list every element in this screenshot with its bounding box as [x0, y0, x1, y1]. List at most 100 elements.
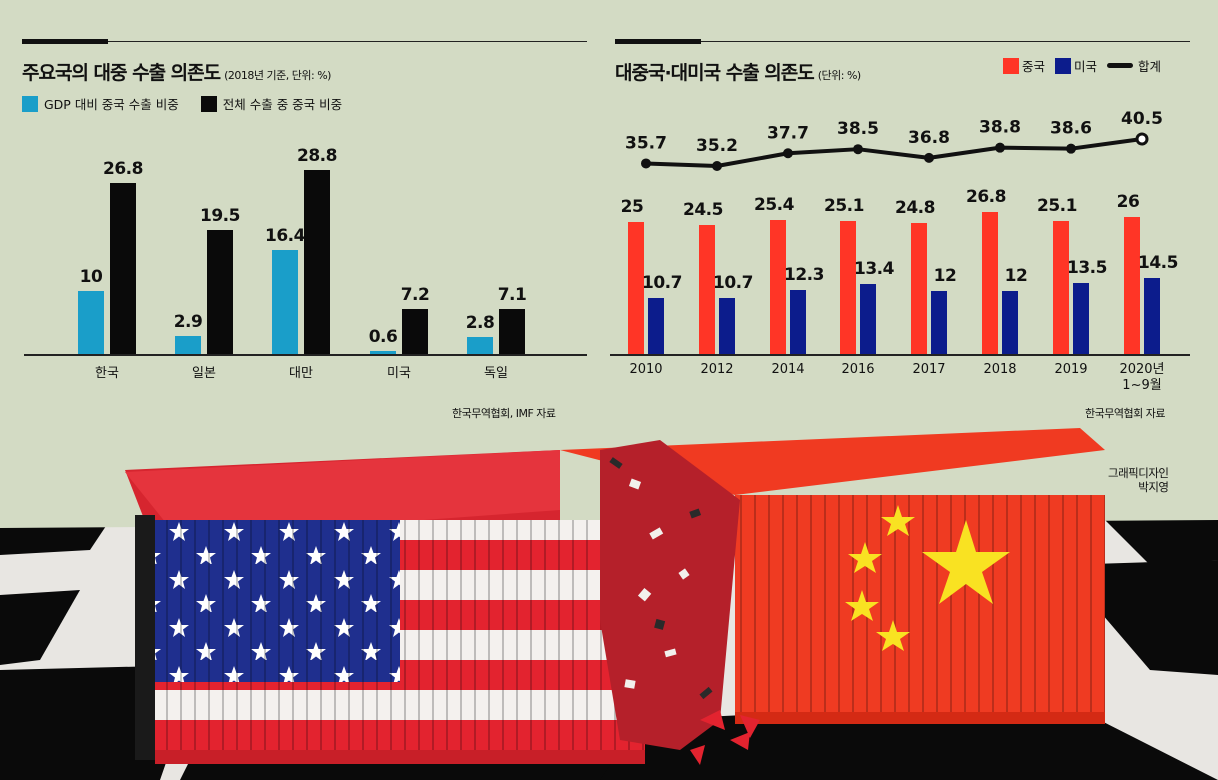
line-value-label: 37.7: [767, 123, 809, 143]
legend-item-total: 전체 수출 중 중국 비중: [200, 94, 343, 113]
line-value-label: 38.8: [979, 118, 1021, 138]
legend-swatch-navy: [1055, 57, 1072, 74]
header-rule-accent: [22, 39, 108, 44]
category-label: 한국: [95, 366, 119, 381]
right-chart-subtitle: (단위: %): [817, 69, 861, 82]
bar-value-label: 0.6: [368, 327, 398, 348]
legend-swatch-black: [200, 95, 217, 112]
trade-war-illustration: [0, 420, 1218, 780]
legend-line-icon: [1107, 63, 1134, 68]
bar-china: [1053, 221, 1069, 355]
bar-value-label: 25: [620, 197, 644, 217]
category-label: 2019: [1054, 362, 1088, 377]
legend-item-china: 중국: [1003, 56, 1045, 75]
bar-gdp: [175, 336, 201, 355]
total-line-series: 35.7 35.2 37.7 38.5 36.8 38.8 38.6 40.5: [625, 109, 1163, 171]
bar-value-label: 25.4: [754, 194, 794, 215]
bar-value-label: 25.1: [1037, 196, 1077, 217]
header-rule-accent: [615, 39, 701, 44]
left-chart-title: 주요국의 대중 수출 의존도 (2018년 기준, 단위: %): [22, 58, 331, 85]
legend-label: 미국: [1074, 59, 1098, 74]
legend-label: 합계: [1138, 59, 1162, 74]
bar-value-label: 12: [1004, 266, 1028, 287]
line-point: [1066, 143, 1076, 154]
bar-usa: [648, 298, 664, 355]
legend-label: 중국: [1022, 59, 1046, 74]
bar-total: [207, 229, 233, 355]
line-value-label: 38.6: [1050, 119, 1092, 139]
bar-china: [1124, 216, 1140, 355]
category-label: 2014: [771, 362, 805, 377]
bar-gdp: [78, 290, 104, 355]
line-value-label: 35.2: [696, 136, 738, 156]
bar-value-label: 2.8: [465, 313, 495, 334]
bar-value-label: 2.9: [173, 312, 203, 333]
header-rule: [615, 41, 1190, 42]
category-label: 독일: [484, 366, 508, 381]
line-point: [641, 158, 651, 169]
category-label: 2012: [700, 362, 734, 377]
bar-usa: [1073, 283, 1089, 355]
left-chart-source: 한국무역협회, IMF 자료: [452, 407, 556, 420]
right-chart-title: 대중국·대미국 수출 의존도 (단위: %): [615, 58, 861, 85]
bar-china: [911, 223, 927, 355]
bar-total: [499, 309, 525, 355]
category-label: 일본: [192, 366, 216, 381]
left-chart-title-text: 주요국의 대중 수출 의존도: [22, 62, 221, 84]
bar-value-label: 7.2: [400, 284, 430, 305]
bar-value-label: 14.5: [1138, 252, 1178, 273]
bar-usa: [931, 291, 947, 355]
right-chart-source: 한국무역협회 자료: [1085, 407, 1165, 420]
category-label: 대만: [289, 366, 313, 381]
bar-china: [699, 224, 715, 355]
legend-item-usa: 미국: [1055, 56, 1097, 75]
bar-gdp: [370, 351, 396, 355]
category-label: 2016: [841, 362, 875, 377]
line-point: [1135, 132, 1149, 146]
bar-usa: [719, 298, 735, 355]
header-rule: [22, 41, 587, 42]
bar-value-label: 24.5: [683, 199, 723, 220]
category-label: 2020년 1~9월: [1119, 362, 1165, 393]
category-label: 미국: [387, 366, 411, 381]
category-label: 2010: [629, 362, 663, 377]
bar-usa: [860, 283, 876, 355]
bar-value-label: 10.7: [642, 273, 682, 294]
right-chart-baseline: [610, 354, 1190, 356]
line-point: [924, 152, 934, 163]
shipping-containers-image: [0, 420, 1218, 780]
line-point: [712, 161, 722, 171]
legend-label: 전체 수출 중 중국 비중: [222, 97, 343, 112]
bar-value-label: 10.7: [713, 273, 753, 294]
bar-value-label: 26.8: [103, 158, 143, 179]
legend-swatch-blue: [22, 95, 38, 112]
bar-value-label: 12: [933, 266, 957, 287]
bar-value-label: 19.5: [200, 205, 240, 226]
line-point: [995, 142, 1005, 153]
legend-item-gdp: GDP 대비 중국 수출 비중: [22, 94, 179, 113]
left-chart-legend: GDP 대비 중국 수출 비중 전체 수출 중 중국 비중: [22, 94, 364, 113]
bar-value-label: 24.8: [895, 198, 935, 219]
bar-total: [402, 308, 428, 355]
right-chart-legend: 중국 미국 합계: [1003, 56, 1161, 75]
credit-line-2: 박지영: [1138, 480, 1169, 494]
bar-value-label: 16.4: [265, 225, 305, 246]
bar-value-label: 28.8: [297, 146, 337, 167]
bar-china: [770, 219, 786, 355]
bar-total: [304, 170, 330, 355]
bar-total: [110, 182, 136, 355]
line-value-label: 35.7: [625, 133, 667, 153]
bar-gdp: [272, 249, 298, 355]
category-label: 2017: [912, 362, 946, 377]
line-point: [783, 148, 793, 159]
bar-china: [628, 222, 644, 355]
line-value-label: 40.5: [1121, 109, 1163, 129]
legend-swatch-red: [1003, 57, 1019, 74]
line-value-label: 38.5: [837, 119, 879, 139]
bar-usa: [1002, 291, 1018, 355]
bar-value-label: 10: [79, 266, 103, 287]
right-chart-title-text: 대중국·대미국 수출 의존도: [615, 62, 815, 84]
category-label: 2018: [983, 362, 1017, 377]
bar-value-label: 13.4: [854, 258, 894, 279]
bar-usa: [1144, 277, 1160, 355]
